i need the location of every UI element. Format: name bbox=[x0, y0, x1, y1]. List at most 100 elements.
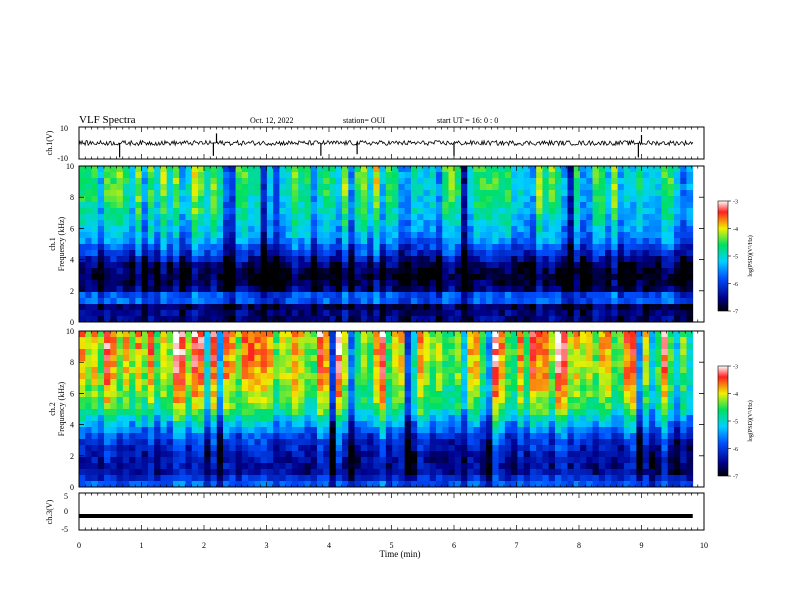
spectrogram-cell bbox=[273, 256, 280, 263]
spectrogram-cell bbox=[498, 274, 506, 281]
spectrogram-cell bbox=[655, 355, 662, 362]
spectrogram-cell bbox=[147, 343, 155, 350]
spectrogram-cell bbox=[636, 220, 644, 227]
spectrogram-cell bbox=[479, 304, 487, 311]
spectrogram-cell bbox=[367, 373, 374, 380]
spectrogram-cell bbox=[179, 184, 186, 191]
spectrogram-cell bbox=[342, 256, 349, 263]
spectrogram-cell bbox=[423, 373, 431, 380]
spectrogram-cell bbox=[655, 196, 662, 203]
spectrogram-cell bbox=[248, 238, 255, 245]
spectrogram-cell bbox=[310, 244, 318, 251]
spectrogram-cell bbox=[498, 409, 506, 416]
spectrogram-cell bbox=[279, 475, 287, 482]
spectrogram-cell bbox=[611, 415, 618, 422]
spectrogram-cell bbox=[561, 361, 568, 368]
spectrogram-cell bbox=[373, 244, 381, 251]
spectrogram-cell bbox=[410, 343, 418, 350]
spectrogram-cell bbox=[580, 427, 587, 434]
spectrogram-cell bbox=[667, 172, 675, 179]
spectrogram-cell bbox=[554, 166, 562, 173]
spectrogram-cell bbox=[229, 391, 236, 398]
spectrogram-cell bbox=[367, 196, 374, 203]
spectrogram-cell bbox=[617, 421, 625, 428]
spectrogram-cell bbox=[605, 256, 612, 263]
spectrogram-cell bbox=[517, 367, 525, 374]
spectrogram-cell bbox=[91, 445, 99, 452]
spectrogram-cell bbox=[147, 337, 155, 344]
spectrogram-cell bbox=[197, 457, 205, 464]
spectrogram-cell bbox=[116, 451, 124, 458]
spectrogram-cell bbox=[279, 403, 287, 410]
spectrogram-cell bbox=[379, 202, 387, 209]
spectrogram-cell bbox=[279, 172, 287, 179]
spectrogram-cell bbox=[304, 274, 312, 281]
spectrogram-cell bbox=[617, 292, 625, 299]
spectrogram-cell bbox=[373, 262, 381, 269]
spectrogram-cell bbox=[342, 403, 349, 410]
spectrogram-cell bbox=[435, 238, 443, 245]
spectrogram-cell bbox=[423, 361, 431, 368]
spectrogram-cell bbox=[335, 439, 343, 446]
spectrogram-cell bbox=[260, 292, 268, 299]
spectrogram-cell bbox=[185, 232, 193, 239]
spectrogram-cell bbox=[498, 298, 506, 305]
spectrogram-cell bbox=[316, 433, 324, 440]
spectrogram-cell bbox=[554, 469, 562, 476]
spectrogram-cell bbox=[461, 385, 468, 392]
spectrogram-cell bbox=[529, 403, 537, 410]
spectrogram-cell bbox=[673, 238, 681, 245]
spectrogram-cell bbox=[304, 457, 312, 464]
spectrogram-cell bbox=[104, 232, 111, 239]
spectrogram-cell bbox=[141, 310, 149, 317]
spectrogram-cell bbox=[573, 415, 581, 422]
spectrogram-cell bbox=[435, 166, 443, 173]
spectrogram-cell bbox=[354, 286, 362, 293]
spectrogram-cell bbox=[223, 166, 230, 173]
spectrogram-cell bbox=[442, 385, 449, 392]
spectrogram-cell bbox=[673, 343, 681, 350]
spectrogram-cell bbox=[147, 202, 155, 209]
spectrogram-cell bbox=[554, 316, 562, 323]
spectrogram-cell bbox=[473, 469, 481, 476]
spectrogram-cell bbox=[79, 292, 86, 299]
spectrogram-cell bbox=[348, 208, 355, 215]
spectrogram-cell bbox=[454, 214, 462, 221]
spectrogram-cell bbox=[266, 244, 274, 251]
spectrogram-cell bbox=[686, 349, 694, 356]
spectrogram-cell bbox=[504, 457, 512, 464]
spectrogram-cell bbox=[580, 244, 587, 251]
spectrogram-cell bbox=[254, 214, 262, 221]
spectrogram-cell bbox=[116, 343, 124, 350]
spectrogram-cell bbox=[410, 439, 418, 446]
spectrogram-cell bbox=[517, 172, 525, 179]
spectrogram-cell bbox=[461, 373, 468, 380]
spectrogram-cell bbox=[185, 427, 193, 434]
spectrogram-cell bbox=[154, 238, 161, 245]
spectrogram-cell bbox=[204, 397, 211, 404]
spectrogram-cell bbox=[573, 232, 581, 239]
spectrogram-cell bbox=[686, 172, 694, 179]
spectrogram-cell bbox=[648, 463, 656, 470]
spectrogram-cell bbox=[110, 355, 117, 362]
spectrogram-cell bbox=[116, 445, 124, 452]
spectrogram-cell bbox=[298, 445, 305, 452]
spectrogram-cell bbox=[636, 292, 644, 299]
spectrogram-cell bbox=[229, 196, 236, 203]
spectrogram-cell bbox=[623, 244, 631, 251]
spectrogram-cell bbox=[529, 172, 537, 179]
spectrogram-cell bbox=[91, 166, 99, 173]
spectrogram-cell bbox=[586, 427, 593, 434]
spectrogram-cell bbox=[667, 214, 675, 221]
spectrogram-cell bbox=[461, 355, 468, 362]
spectrogram-cell bbox=[216, 172, 224, 179]
spectrogram-cell bbox=[655, 445, 662, 452]
spectrogram-cell bbox=[561, 433, 568, 440]
spectrogram-cell bbox=[304, 190, 312, 197]
spectrogram-cell bbox=[179, 445, 186, 452]
spectrogram-cell bbox=[91, 421, 99, 428]
spectrogram-cell bbox=[348, 238, 355, 245]
spectrogram-cell bbox=[429, 433, 437, 440]
spectrogram-cell bbox=[561, 184, 568, 191]
spectrogram-cell bbox=[661, 166, 669, 173]
